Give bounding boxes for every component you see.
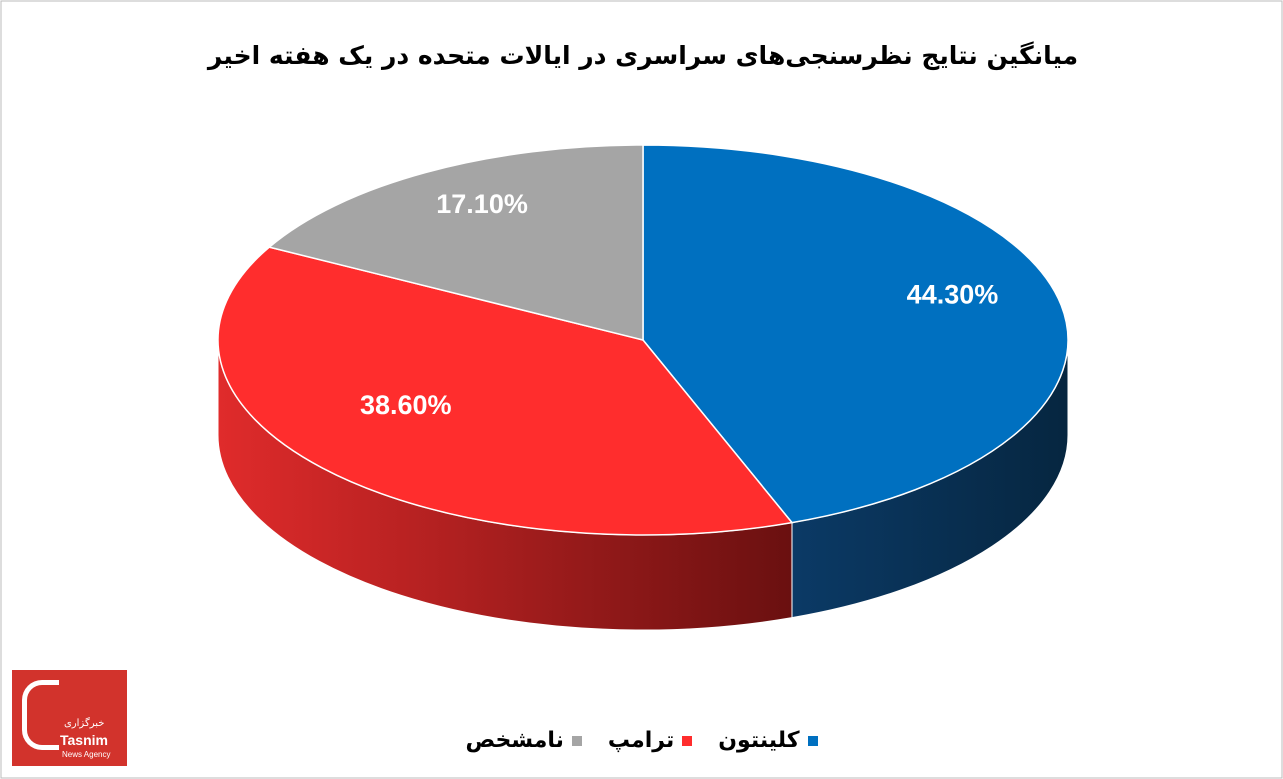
data-label: 38.60% [360,390,452,420]
legend-item: نامشخص [465,728,582,753]
logo-subtitle: News Agency [62,750,111,759]
logo-name: Tasnim [60,732,108,748]
logo: خبرگزاری Tasnim News Agency [12,670,127,766]
legend-item: ترامپ [607,728,693,753]
slice [642,144,1069,524]
legend-item: کلینتون [718,728,818,753]
data-label: 17.10% [436,189,528,219]
legend-swatch [682,735,693,746]
legend-swatch [807,735,818,746]
slice [267,144,644,341]
legend-swatch [571,735,582,746]
chart-title: میانگین نتایج نظرسنجی‌های سراسری در ایال… [206,41,1078,71]
data-label: 44.30% [907,280,999,310]
legend-label: کلینتون [718,728,800,753]
logo-label: خبرگزاری [64,718,105,729]
legend-label: نامشخص [465,728,564,753]
legend: کلینتون ترامپ نامشخص [0,728,1283,753]
legend-label: ترامپ [607,728,675,753]
logo-glyph [22,680,59,750]
slice [217,246,794,536]
